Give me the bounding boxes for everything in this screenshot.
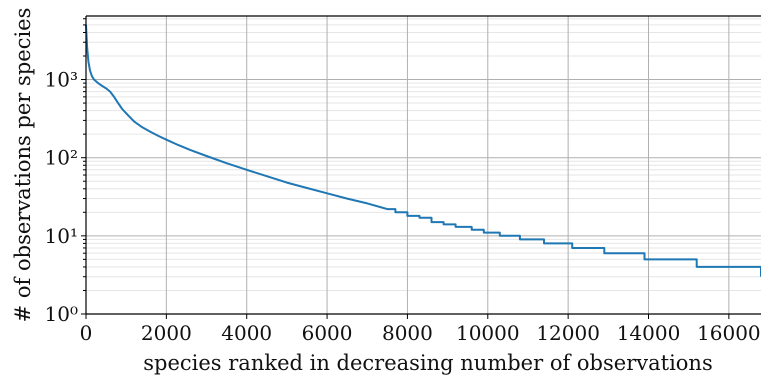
y-tick-label: 10¹: [45, 224, 78, 248]
x-tick-label: 10000: [456, 321, 520, 345]
x-tick-label: 0: [80, 321, 93, 345]
x-tick-label: 12000: [536, 321, 600, 345]
x-tick-label: 14000: [617, 321, 681, 345]
series-layer: [85, 24, 761, 277]
x-tick-label: 16000: [697, 321, 761, 345]
y-tick-label: 10⁰: [45, 302, 78, 326]
x-tick-label: 2000: [141, 321, 192, 345]
y-axis-label: # of observations per species: [11, 8, 35, 323]
y-tick-label: 10²: [45, 146, 78, 170]
x-tick-label: 6000: [302, 321, 353, 345]
x-tick-label: 4000: [221, 321, 272, 345]
grid: [85, 16, 761, 315]
x-tick-label: 8000: [382, 321, 433, 345]
x-axis-label: species ranked in decreasing number of o…: [143, 351, 712, 375]
y-axis: 10⁰ 10¹ 10² 10³: [45, 18, 86, 326]
y-tick-label: 10³: [45, 68, 78, 92]
x-axis: 0 2000 4000 6000 8000 10000 12000 14000 16000: [80, 314, 761, 345]
series-line: [85, 24, 761, 277]
